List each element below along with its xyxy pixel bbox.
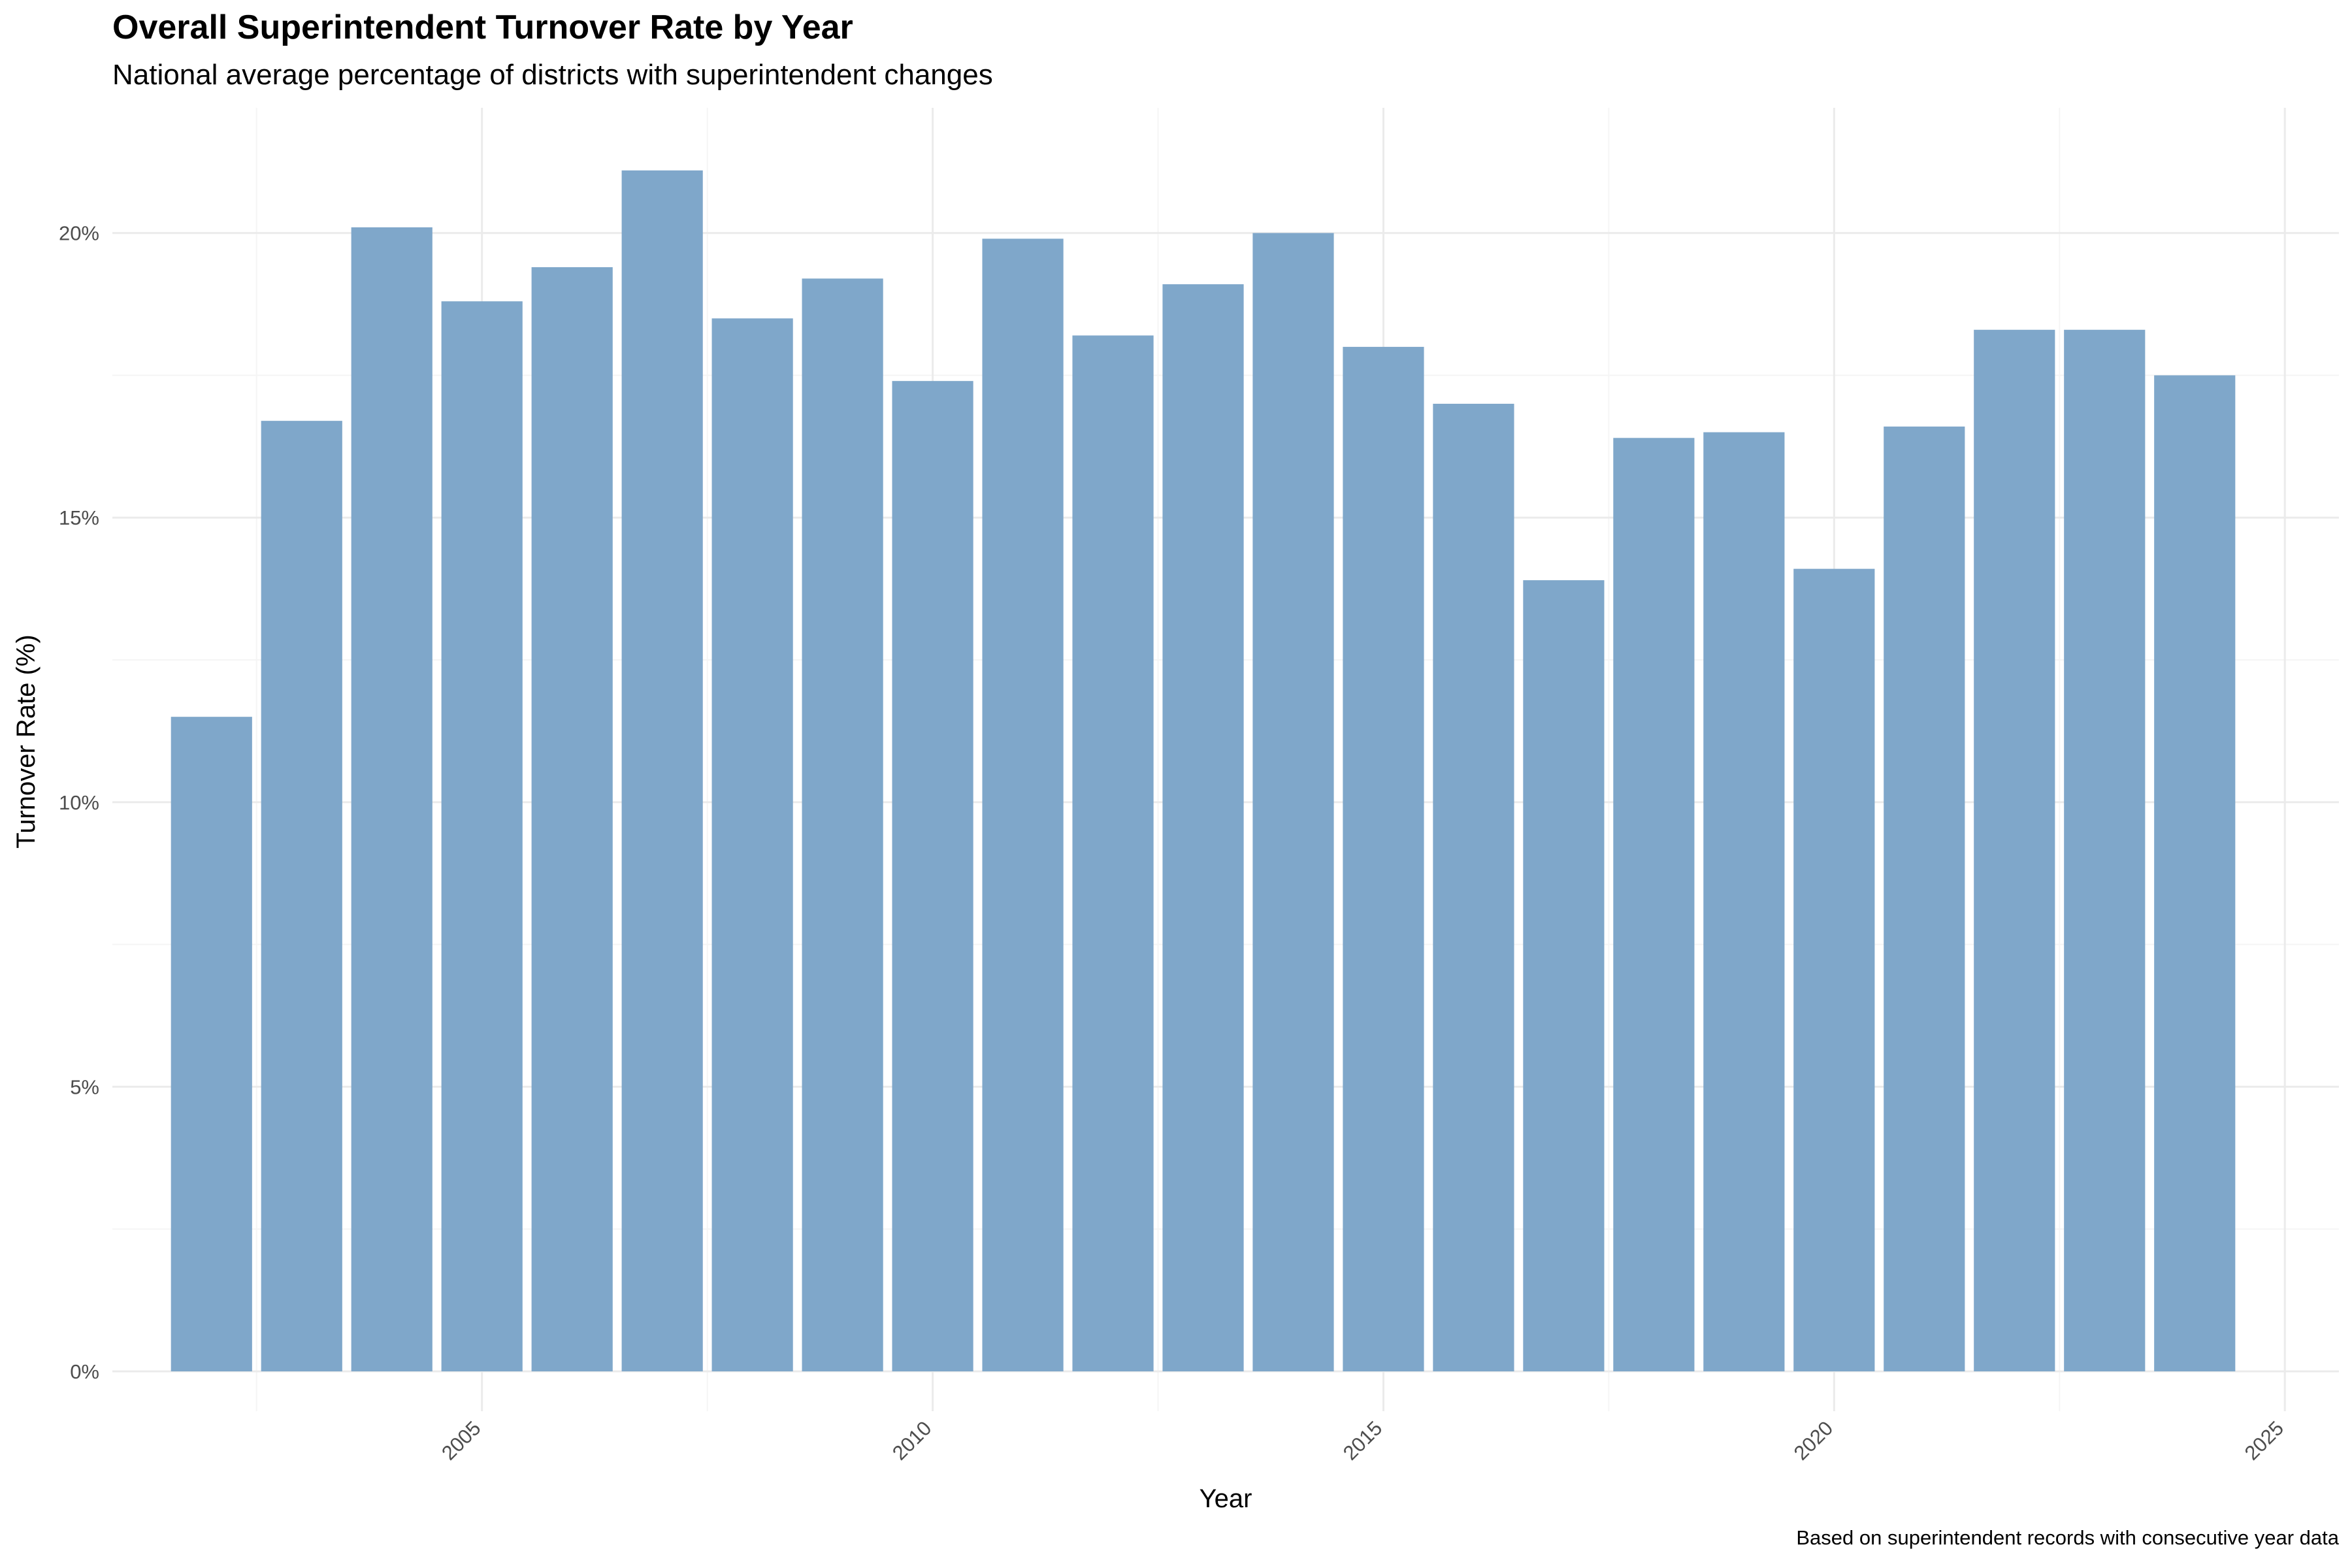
bar-2023 xyxy=(2064,329,2146,1372)
bar-2013 xyxy=(1162,284,1244,1372)
chart-subtitle: National average percentage of districts… xyxy=(112,59,993,91)
bar-2020 xyxy=(1793,568,1875,1372)
x-axis-ticks: 2005 2010 2015 2020 2025 xyxy=(437,1416,2288,1465)
y-tick-label: 10% xyxy=(59,791,99,814)
bar-2003 xyxy=(261,421,342,1372)
bar-2022 xyxy=(1974,329,2055,1372)
y-axis-label: Turnover Rate (%) xyxy=(12,634,41,849)
x-tick-label: 2005 xyxy=(437,1416,485,1465)
bar-2024 xyxy=(2154,375,2236,1372)
bar-2011 xyxy=(982,238,1064,1372)
bar-2016 xyxy=(1433,404,1514,1372)
bar-2018 xyxy=(1613,438,1695,1372)
bar-2017 xyxy=(1523,580,1605,1372)
bar-2012 xyxy=(1072,335,1154,1372)
bar-2008 xyxy=(711,318,793,1372)
x-tick-label: 2020 xyxy=(1789,1416,1838,1465)
bar-2009 xyxy=(802,278,883,1372)
bar-2002 xyxy=(171,717,252,1372)
bar-2015 xyxy=(1343,346,1424,1372)
y-tick-label: 0% xyxy=(70,1360,99,1383)
x-tick-label: 2025 xyxy=(2240,1416,2289,1465)
bar-2021 xyxy=(1884,426,1965,1372)
bar-2010 xyxy=(892,381,973,1372)
y-tick-label: 5% xyxy=(70,1075,99,1098)
bar-2019 xyxy=(1703,432,1785,1372)
bar-2005 xyxy=(441,301,523,1372)
x-tick-label: 2015 xyxy=(1339,1416,1387,1465)
y-tick-label: 20% xyxy=(59,222,99,245)
bar-2014 xyxy=(1252,233,1334,1372)
bar-2006 xyxy=(531,267,613,1372)
x-tick-label: 2010 xyxy=(888,1416,936,1465)
x-axis-label: Year xyxy=(1200,1484,1252,1513)
chart-title: Overall Superintendent Turnover Rate by … xyxy=(112,8,853,46)
chart-caption: Based on superintendent records with con… xyxy=(1796,1526,2339,1549)
bar-2004 xyxy=(351,227,433,1372)
bars xyxy=(171,170,2236,1372)
y-tick-label: 15% xyxy=(59,506,99,529)
bar-2007 xyxy=(621,170,703,1372)
y-axis-ticks: 0% 5% 10% 15% 20% xyxy=(59,222,99,1383)
